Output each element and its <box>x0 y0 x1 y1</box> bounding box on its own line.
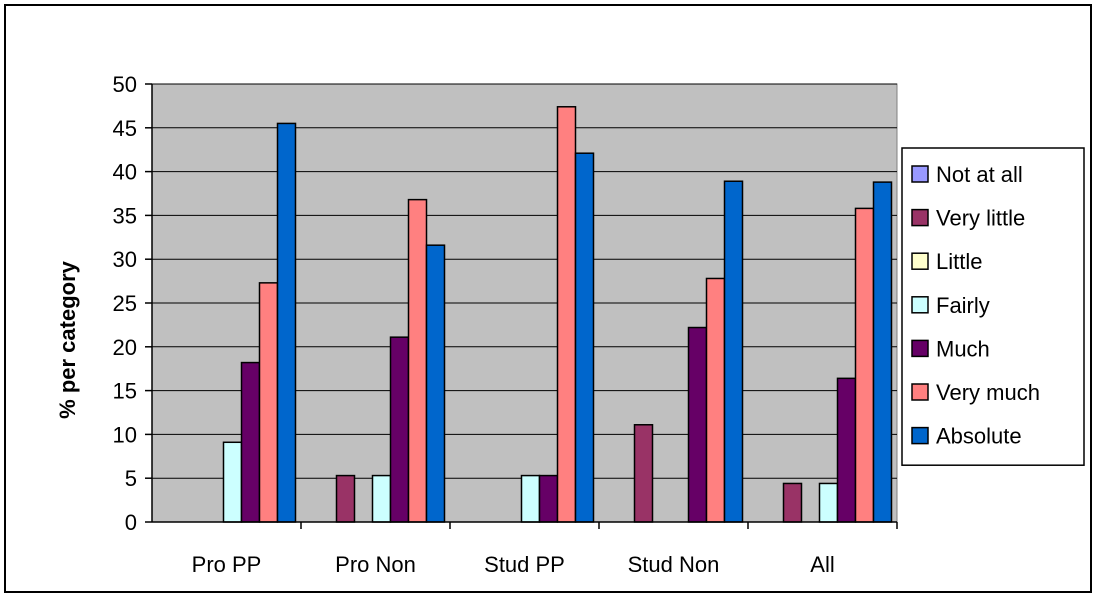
bar <box>687 326 708 523</box>
y-axis-ticks: 0 5 10 15 20 25 30 35 40 45 50 <box>113 72 152 535</box>
legend-label: Much <box>936 336 990 361</box>
legend-label: Very much <box>936 380 1040 405</box>
x-tick-label: Stud PP <box>484 552 565 577</box>
y-tick-label: 5 <box>125 466 137 491</box>
legend-label: Fairly <box>936 293 990 318</box>
y-tick-label: 35 <box>113 203 137 228</box>
x-tick-label: Pro Non <box>335 552 416 577</box>
bar <box>633 424 654 523</box>
bar <box>425 244 446 523</box>
legend-swatch <box>911 165 929 183</box>
y-tick-label: 50 <box>113 72 137 97</box>
legend-swatch <box>911 208 929 227</box>
bar <box>872 181 893 523</box>
legend-box <box>901 147 1085 466</box>
bar <box>782 482 803 523</box>
y-tick-label: 40 <box>113 160 137 185</box>
x-tick-label: All <box>810 552 834 577</box>
y-tick-label: 20 <box>113 335 137 360</box>
bar <box>222 441 243 523</box>
legend-swatch <box>911 296 929 314</box>
x-tick-label: Pro PP <box>192 552 262 577</box>
y-tick-label: 15 <box>113 379 137 404</box>
x-axis-ticks: Pro PP Pro Non Stud PP Stud Non All <box>192 522 898 577</box>
legend-swatch <box>911 383 929 401</box>
legend-label: Absolute <box>936 424 1022 449</box>
legend-label: Little <box>936 249 982 274</box>
y-tick-label: 25 <box>113 291 137 316</box>
x-tick-label: Stud Non <box>628 552 720 577</box>
legend-label: Not at all <box>936 162 1023 187</box>
bar <box>240 361 261 523</box>
bar <box>520 474 541 523</box>
y-tick-label: 0 <box>125 510 137 535</box>
bar <box>854 207 875 523</box>
legend-label: Very little <box>936 206 1025 231</box>
bar <box>556 106 577 523</box>
bar <box>836 377 857 523</box>
bar <box>574 152 595 523</box>
bar <box>818 482 839 523</box>
bar <box>371 474 392 523</box>
y-tick-label: 30 <box>113 247 137 272</box>
y-axis-title: % per category <box>55 260 80 418</box>
bar <box>389 336 410 523</box>
bar <box>407 198 428 523</box>
legend-swatch <box>911 339 929 358</box>
bar <box>538 474 559 523</box>
bar <box>276 122 297 523</box>
legend-swatch <box>911 252 929 270</box>
y-tick-label: 45 <box>113 116 137 141</box>
legend-swatch <box>911 426 929 445</box>
bar <box>705 277 726 523</box>
legend: Not at all Very little Little Fairly Much Ver… <box>901 147 1085 466</box>
bars <box>222 106 893 523</box>
bar <box>723 180 744 523</box>
bar <box>258 282 279 523</box>
bar <box>335 474 356 523</box>
y-tick-label: 10 <box>113 422 137 447</box>
